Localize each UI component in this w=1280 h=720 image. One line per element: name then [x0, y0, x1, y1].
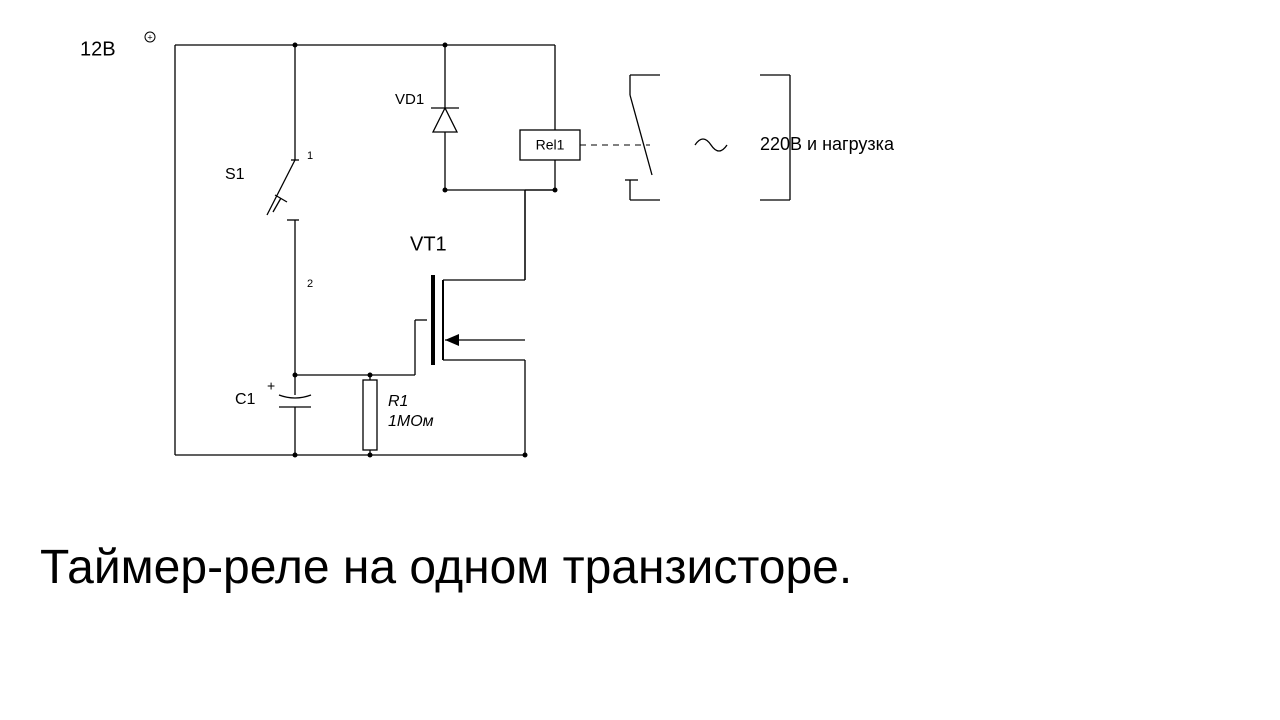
- svg-text:C1: C1: [235, 391, 256, 408]
- circuit-schematic: 12В + S1 1 2 C1 + R1 1МОм VT1 VD1 Rel1 220В и нагруз…: [0, 0, 1280, 520]
- svg-text:220В и нагрузка: 220В и нагрузка: [760, 134, 895, 154]
- svg-text:+: +: [147, 32, 152, 42]
- svg-text:Rel1: Rel1: [536, 137, 565, 153]
- svg-text:12В: 12В: [80, 38, 116, 60]
- diagram-title: Таймер-реле на одном транзисторе.: [40, 540, 852, 595]
- svg-text:VD1: VD1: [395, 91, 424, 108]
- svg-text:1: 1: [307, 150, 313, 162]
- svg-text:1МОм: 1МОм: [388, 413, 434, 430]
- svg-text:R1: R1: [388, 393, 408, 410]
- svg-text:VT1: VT1: [410, 233, 447, 255]
- svg-text:S1: S1: [225, 166, 245, 183]
- svg-text:+: +: [267, 378, 275, 394]
- svg-text:2: 2: [307, 278, 313, 290]
